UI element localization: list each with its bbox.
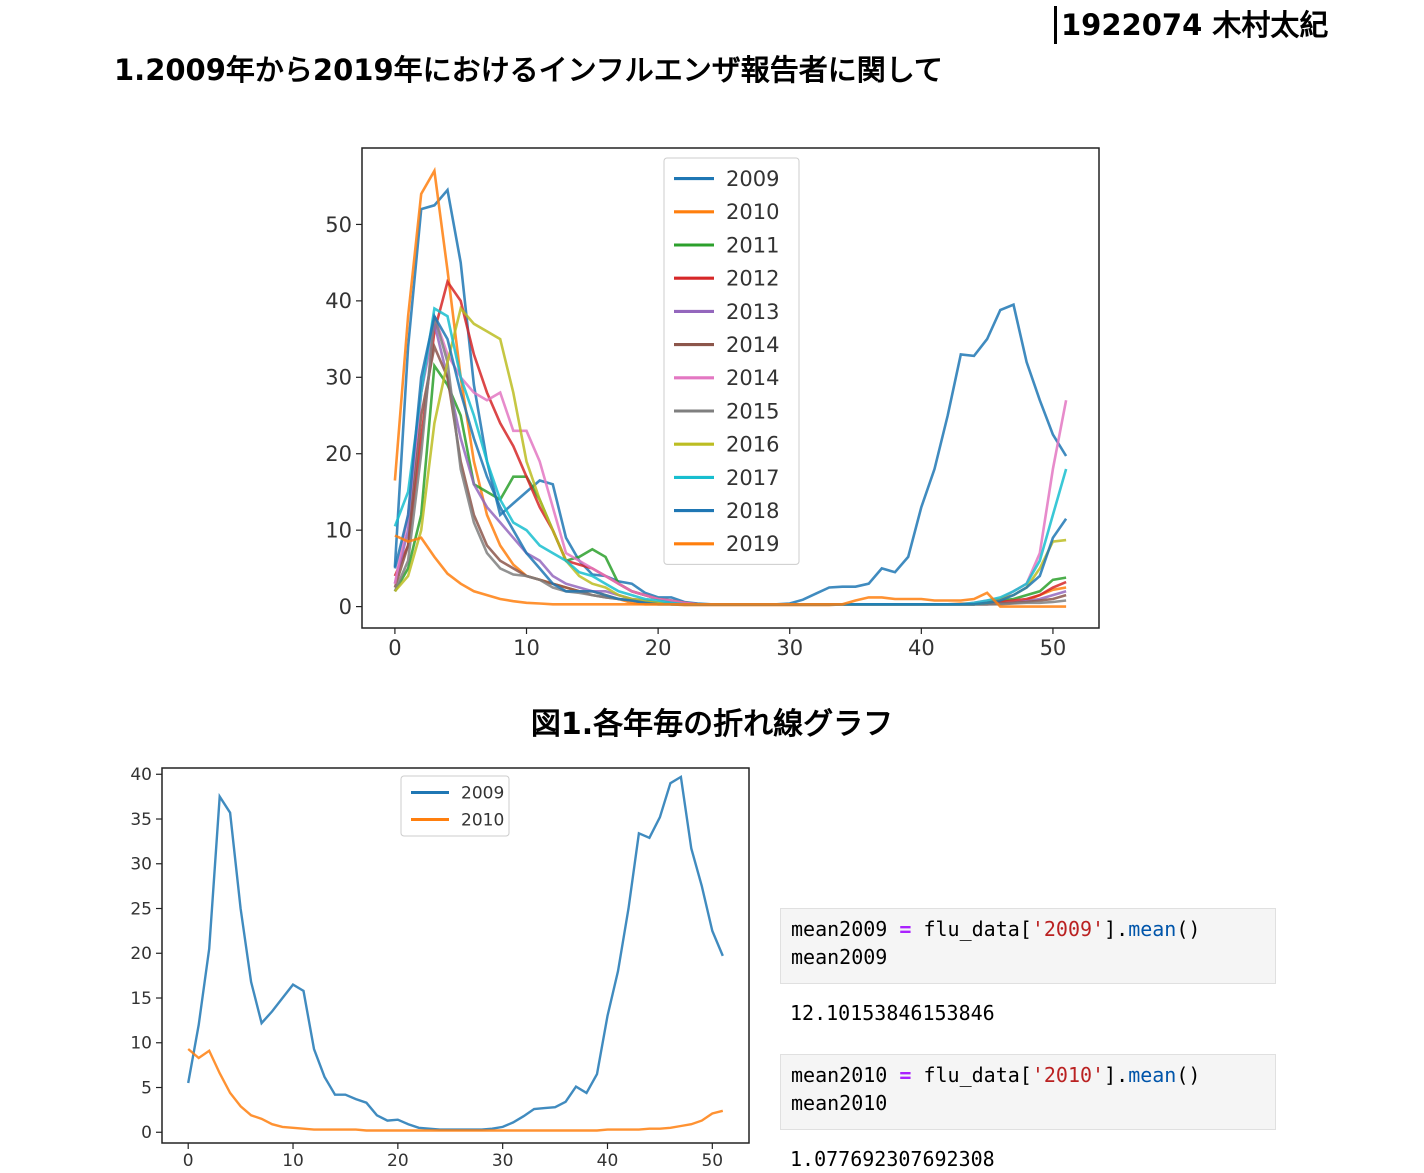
code-call: () <box>1176 1063 1201 1087</box>
legend-label: 2016 <box>726 433 779 457</box>
cell-output-mean2010: 1.077692307692308 <box>790 1147 995 1171</box>
legend-label: 2015 <box>726 399 779 423</box>
code-object: flu_data[ <box>923 917 1032 941</box>
legend-label: 2019 <box>726 532 779 556</box>
y-tick-label: 40 <box>325 289 352 313</box>
y-tick-label: 15 <box>130 989 152 1009</box>
code-operator: = <box>899 1063 912 1087</box>
x-tick-label: 40 <box>597 1151 619 1166</box>
series-line-2019 <box>394 534 1067 608</box>
x-tick-label: 20 <box>387 1151 409 1166</box>
code-string: '2009' <box>1031 917 1105 941</box>
y-tick-label: 5 <box>141 1078 152 1098</box>
y-tick-label: 40 <box>130 765 152 785</box>
x-tick-label: 50 <box>1040 636 1067 660</box>
y-tick-label: 0 <box>141 1123 152 1143</box>
legend-box <box>663 157 800 565</box>
legend-label: 2009 <box>726 167 779 191</box>
code-line-2: mean2009 <box>791 945 888 969</box>
y-tick-label: 30 <box>325 366 352 390</box>
line-chart-all-years: 0 10 20 30 40 5001020304050200920102011201220… <box>325 147 1100 660</box>
x-tick-label: 10 <box>282 1151 304 1166</box>
legend-label: 2012 <box>726 267 779 291</box>
x-tick-label: 0 <box>388 636 401 660</box>
code-punct: ]. <box>1104 917 1129 941</box>
code-operator: = <box>899 917 912 941</box>
y-tick-label: 0 <box>339 595 352 619</box>
plot-frame <box>161 767 750 1144</box>
x-tick-label: 30 <box>492 1151 514 1166</box>
x-tick-label: 40 <box>908 636 935 660</box>
code-string: '2010' <box>1031 1063 1105 1087</box>
legend-label: 2010 <box>461 810 504 830</box>
y-tick-label: 20 <box>130 944 152 964</box>
legend-box <box>400 775 510 837</box>
code-call: () <box>1176 917 1201 941</box>
y-tick-label: 20 <box>325 442 352 466</box>
y-tick-label: 35 <box>130 810 152 830</box>
x-tick-label: 30 <box>776 636 803 660</box>
legend-label: 2014 <box>726 333 779 357</box>
series-line-2010 <box>187 1048 724 1132</box>
code-cell-mean2009[interactable]: mean2009 = flu_data['2009'].mean() mean2… <box>780 908 1276 984</box>
x-tick-label: 50 <box>701 1151 723 1166</box>
code-method: mean <box>1128 917 1177 941</box>
x-tick-label: 0 <box>183 1151 194 1166</box>
code-cell-mean2010[interactable]: mean2010 = flu_data['2010'].mean() mean2… <box>780 1054 1276 1130</box>
legend-label: 2009 <box>461 783 504 803</box>
y-tick-label: 25 <box>130 899 152 919</box>
y-tick-label: 30 <box>130 855 152 875</box>
author-id-name: 1922074 木村太紀 <box>1054 6 1328 44</box>
code-object: flu_data[ <box>923 1063 1032 1087</box>
legend-label: 2013 <box>726 300 779 324</box>
y-tick-label: 10 <box>130 1034 152 1054</box>
code-var: mean2010 <box>791 1063 888 1087</box>
x-tick-label: 10 <box>513 636 540 660</box>
line-chart-2009-2010: 0 10 20 30 40 50 0 5 10 15 20 25 30 35 40 2009 2010 <box>130 765 750 1166</box>
legend-label: 2014 <box>726 366 779 390</box>
code-punct: ]. <box>1104 1063 1129 1087</box>
y-tick-label: 50 <box>325 213 352 237</box>
legend: 2009 2010 2011 2012 2013 2014 2014 2015 2016 2017… <box>663 157 800 565</box>
section-heading: 1.2009年から2019年におけるインフルエンザ報告者に関して <box>114 53 943 87</box>
y-tick-label: 10 <box>325 519 352 543</box>
code-var: mean2009 <box>791 917 888 941</box>
legend-label: 2018 <box>726 499 779 523</box>
plot-frame <box>361 147 1100 629</box>
x-tick-label: 20 <box>645 636 672 660</box>
figure-caption: 図1.各年毎の折れ線グラフ <box>530 707 894 742</box>
code-line-2: mean2010 <box>791 1091 888 1115</box>
legend-label: 2010 <box>726 200 779 224</box>
legend: 2009 2010 <box>400 775 510 837</box>
legend-label: 2017 <box>726 466 779 490</box>
code-method: mean <box>1128 1063 1177 1087</box>
cell-output-mean2009: 12.10153846153846 <box>790 1001 995 1025</box>
legend-label: 2011 <box>726 233 779 257</box>
